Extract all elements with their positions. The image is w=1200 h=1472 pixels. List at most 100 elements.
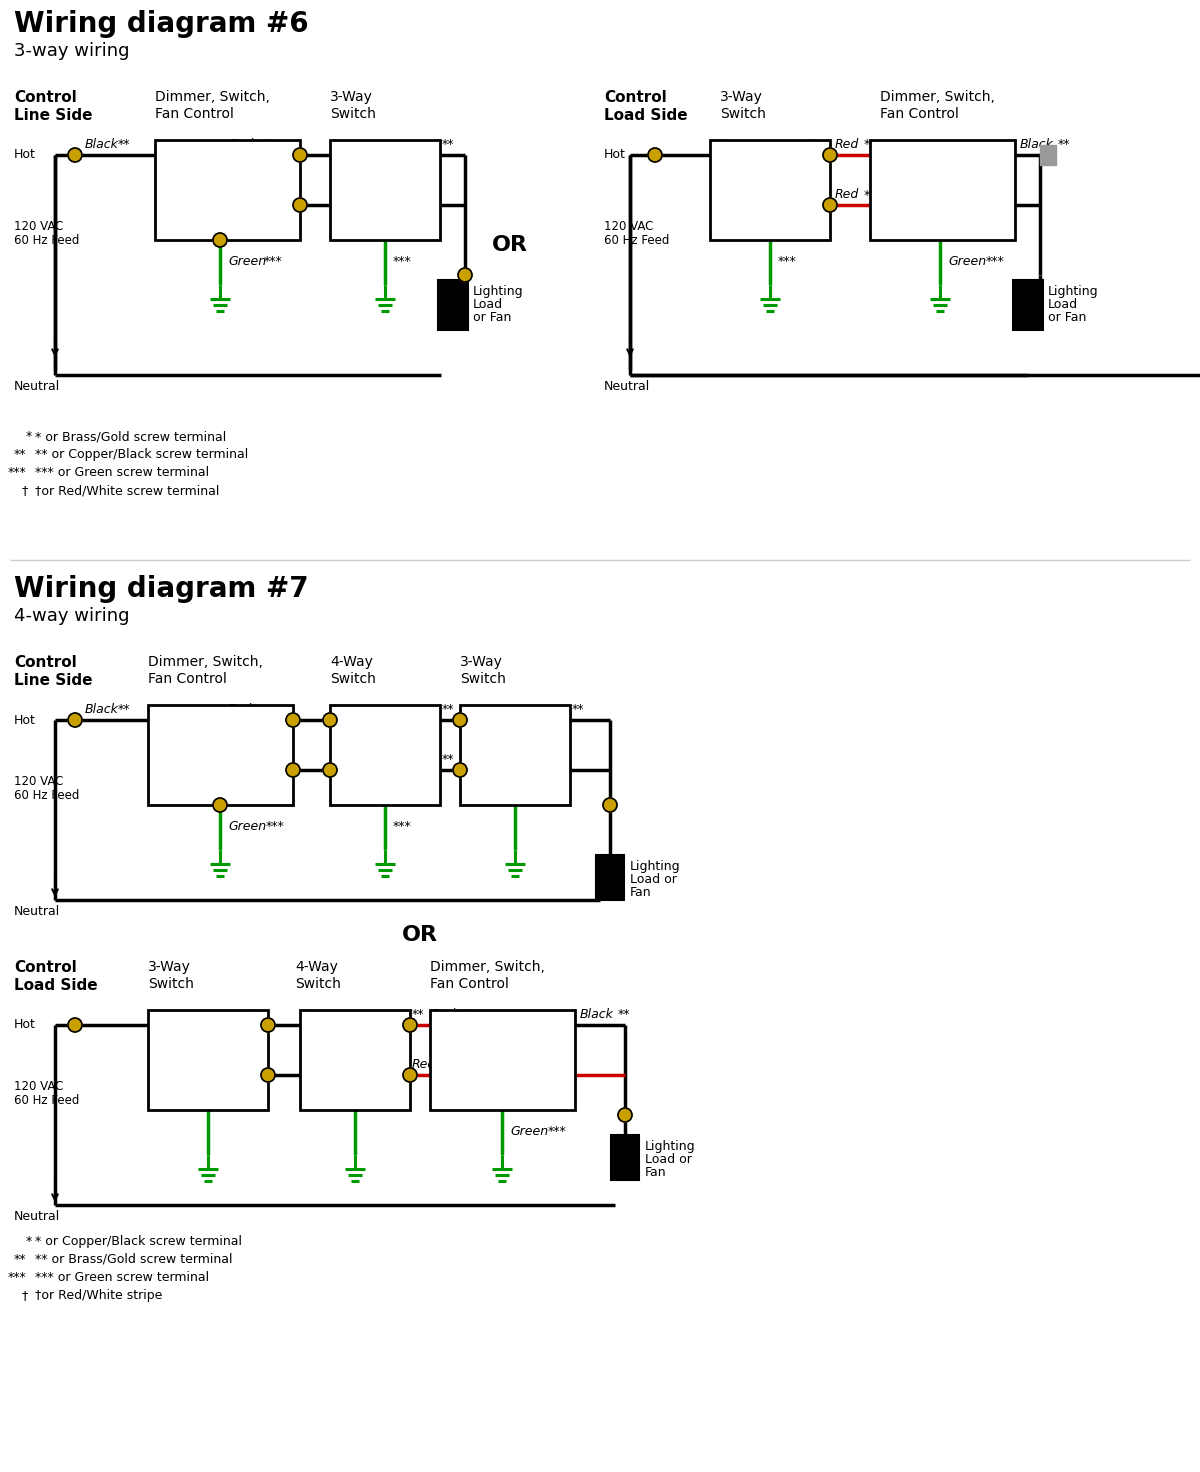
Text: **: ** xyxy=(1058,138,1070,152)
Circle shape xyxy=(68,712,82,727)
Text: **: ** xyxy=(442,704,455,715)
Text: Red: Red xyxy=(228,754,252,765)
Text: Green: Green xyxy=(228,255,266,268)
Bar xyxy=(430,1010,575,1110)
Text: *†: *† xyxy=(256,754,268,765)
Circle shape xyxy=(403,1069,418,1082)
Text: Red: Red xyxy=(194,188,220,202)
Text: 4-Way: 4-Way xyxy=(295,960,338,974)
Circle shape xyxy=(648,149,662,162)
Text: **: ** xyxy=(712,138,725,152)
Text: Switch: Switch xyxy=(330,107,376,121)
Text: Line Side: Line Side xyxy=(14,673,92,687)
Text: **: ** xyxy=(14,1253,26,1266)
Text: ***: *** xyxy=(394,820,412,833)
Text: 3-Way: 3-Way xyxy=(330,90,373,105)
Text: Neutral: Neutral xyxy=(14,905,60,919)
Bar xyxy=(870,140,1015,240)
Text: Load or: Load or xyxy=(646,1153,692,1166)
Circle shape xyxy=(262,1019,275,1032)
Text: Wiring diagram #6: Wiring diagram #6 xyxy=(14,10,308,38)
Circle shape xyxy=(454,712,467,727)
Circle shape xyxy=(68,149,82,162)
Circle shape xyxy=(68,1019,82,1032)
Circle shape xyxy=(604,798,617,813)
Circle shape xyxy=(214,233,227,247)
Bar xyxy=(330,705,440,805)
Text: **: ** xyxy=(14,447,26,461)
Text: Lighting: Lighting xyxy=(473,286,523,297)
Text: OR: OR xyxy=(402,924,438,945)
Text: ***: *** xyxy=(266,820,284,833)
Text: 3-way wiring: 3-way wiring xyxy=(14,43,130,60)
Circle shape xyxy=(823,149,838,162)
Text: **: ** xyxy=(442,754,455,765)
Bar xyxy=(1013,280,1043,330)
Text: *: * xyxy=(864,138,870,152)
Text: Dimmer, Switch,: Dimmer, Switch, xyxy=(880,90,995,105)
Text: Black: Black xyxy=(580,1008,614,1022)
Text: Red: Red xyxy=(432,1008,456,1022)
Circle shape xyxy=(454,762,467,777)
Text: or Fan: or Fan xyxy=(1048,311,1086,324)
Text: *: * xyxy=(332,188,338,202)
Text: *: * xyxy=(332,754,338,765)
Text: Control: Control xyxy=(14,655,77,670)
Text: †or Red/White stripe: †or Red/White stripe xyxy=(35,1289,162,1303)
Text: **: ** xyxy=(412,1008,425,1022)
Text: Control: Control xyxy=(14,90,77,105)
Text: ***: *** xyxy=(264,255,283,268)
Circle shape xyxy=(214,798,227,813)
Text: *†: *† xyxy=(440,1058,452,1072)
Bar xyxy=(596,855,624,899)
Circle shape xyxy=(618,1108,632,1122)
Text: *: * xyxy=(302,1008,308,1022)
Text: 120 VAC: 120 VAC xyxy=(14,1080,64,1094)
Text: Hot: Hot xyxy=(14,714,36,727)
Text: **: ** xyxy=(442,138,455,152)
Text: †: † xyxy=(22,1289,29,1303)
Text: Control: Control xyxy=(14,960,77,974)
Text: Green: Green xyxy=(948,255,986,268)
Text: *** or Green screw terminal: *** or Green screw terminal xyxy=(35,467,209,478)
Text: Red: Red xyxy=(835,188,859,202)
Text: Hot: Hot xyxy=(14,1019,36,1032)
Bar xyxy=(148,1010,268,1110)
Text: Fan: Fan xyxy=(646,1166,667,1179)
Text: Black: Black xyxy=(1020,138,1054,152)
Text: *: * xyxy=(332,704,338,715)
Text: *: * xyxy=(462,704,468,715)
Text: **: ** xyxy=(150,1008,162,1022)
Circle shape xyxy=(262,1069,275,1082)
Text: Load: Load xyxy=(473,297,503,311)
Bar xyxy=(611,1135,640,1181)
Text: OR: OR xyxy=(492,236,528,255)
Circle shape xyxy=(458,268,472,283)
Text: 120 VAC: 120 VAC xyxy=(604,219,653,233)
Text: *†: *† xyxy=(864,188,877,202)
Circle shape xyxy=(823,199,838,212)
Bar xyxy=(148,705,293,805)
Bar xyxy=(710,140,830,240)
Text: Load: Load xyxy=(1048,297,1078,311)
Text: Switch: Switch xyxy=(460,673,506,686)
Text: ***: *** xyxy=(548,1125,566,1138)
Circle shape xyxy=(286,762,300,777)
Text: 4-Way: 4-Way xyxy=(330,655,373,668)
Text: Black: Black xyxy=(85,138,119,152)
Text: 60 Hz Feed: 60 Hz Feed xyxy=(604,234,670,247)
Circle shape xyxy=(323,762,337,777)
Text: *: * xyxy=(462,754,468,765)
Text: Red: Red xyxy=(230,138,254,152)
Text: * or Brass/Gold screw terminal: * or Brass/Gold screw terminal xyxy=(35,430,227,443)
Text: *: * xyxy=(808,188,815,202)
Bar xyxy=(155,140,300,240)
Bar xyxy=(1040,146,1056,165)
Text: ***: *** xyxy=(8,1270,26,1284)
Circle shape xyxy=(403,1019,418,1032)
Text: Black: Black xyxy=(85,704,119,715)
Text: * or Copper/Black screw terminal: * or Copper/Black screw terminal xyxy=(35,1235,242,1248)
Text: **: ** xyxy=(302,1058,314,1072)
Text: Load Side: Load Side xyxy=(14,977,97,994)
Text: *: * xyxy=(808,138,815,152)
